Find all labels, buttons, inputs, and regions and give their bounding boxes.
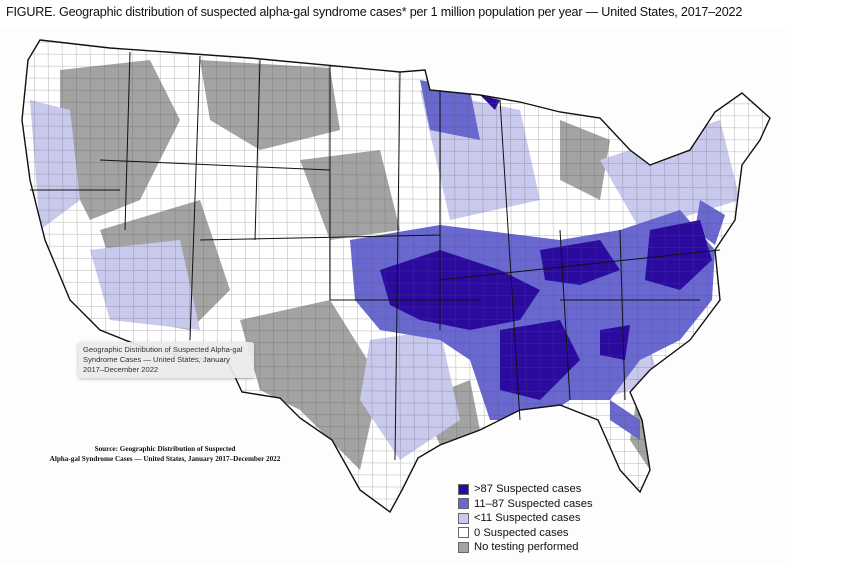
source-line-2: Alpha-gal Syndrome Cases — United States… bbox=[49, 455, 281, 463]
map-tooltip: Geographic Distribution of Suspected Alp… bbox=[78, 342, 254, 378]
legend-item-high: >87 Suspected cases bbox=[458, 482, 593, 497]
legend-label: 11–87 Suspected cases bbox=[474, 497, 593, 510]
legend-item-low: <11 Suspected cases bbox=[458, 511, 593, 526]
us-county-map bbox=[0, 28, 790, 565]
legend-swatch-no-testing bbox=[458, 541, 469, 553]
map-legend: >87 Suspected cases 11–87 Suspected case… bbox=[458, 482, 593, 555]
county-fills bbox=[22, 40, 770, 512]
map-svg bbox=[21, 39, 771, 513]
legend-swatch-high bbox=[458, 483, 469, 495]
legend-label: >87 Suspected cases bbox=[474, 483, 582, 496]
legend-swatch-zero bbox=[458, 527, 469, 539]
legend-item-zero: 0 Suspected cases bbox=[458, 526, 593, 541]
legend-label: 0 Suspected cases bbox=[474, 526, 569, 539]
source-line-1: Source: Geographic Distribution of Suspe… bbox=[94, 445, 236, 453]
legend-item-mid: 11–87 Suspected cases bbox=[458, 497, 593, 512]
legend-label: No testing performed bbox=[474, 541, 579, 554]
legend-swatch-low bbox=[458, 512, 469, 524]
source-note: Source: Geographic Distribution of Suspe… bbox=[40, 444, 290, 464]
legend-swatch-mid bbox=[458, 498, 469, 510]
legend-item-no-testing: No testing performed bbox=[458, 540, 593, 555]
legend-label: <11 Suspected cases bbox=[474, 512, 581, 525]
figure-title: FIGURE. Geographic distribution of suspe… bbox=[6, 5, 743, 19]
state-borders bbox=[30, 51, 721, 461]
